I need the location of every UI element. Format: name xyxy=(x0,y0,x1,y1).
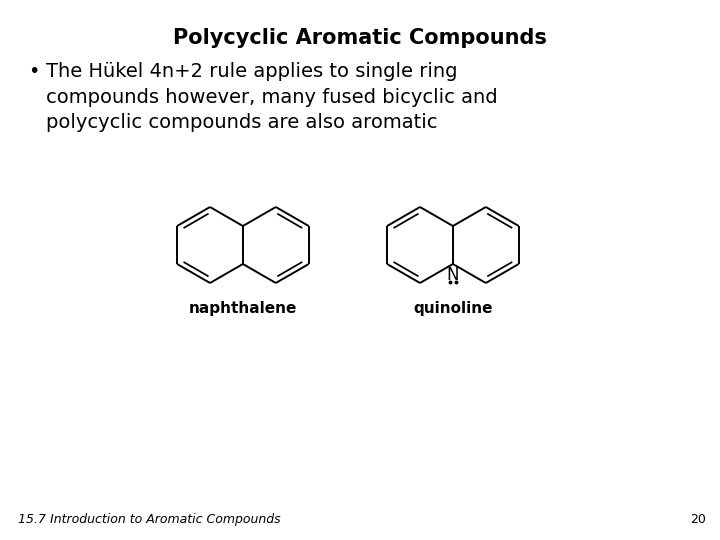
Text: N: N xyxy=(446,266,459,284)
Text: The Hükel 4n+2 rule applies to single ring
compounds however, many fused bicycli: The Hükel 4n+2 rule applies to single ri… xyxy=(46,62,498,132)
Text: Polycyclic Aromatic Compounds: Polycyclic Aromatic Compounds xyxy=(173,28,547,48)
Text: 15.7 Introduction to Aromatic Compounds: 15.7 Introduction to Aromatic Compounds xyxy=(18,513,281,526)
Text: •: • xyxy=(28,62,40,81)
Text: naphthalene: naphthalene xyxy=(189,301,297,316)
Text: 20: 20 xyxy=(690,513,706,526)
Text: quinoline: quinoline xyxy=(413,301,492,316)
